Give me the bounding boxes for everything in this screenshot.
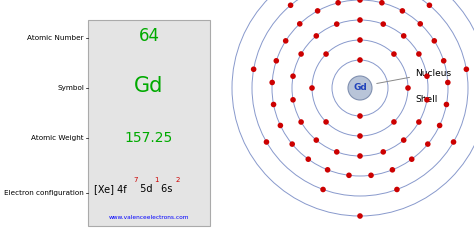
- Circle shape: [416, 119, 422, 125]
- Text: Gd: Gd: [134, 76, 164, 96]
- Circle shape: [357, 17, 363, 23]
- Text: 6s: 6s: [158, 184, 173, 194]
- Circle shape: [418, 21, 423, 27]
- Circle shape: [357, 153, 363, 159]
- Circle shape: [437, 123, 442, 128]
- Text: www.valenceelectrons.com: www.valenceelectrons.com: [109, 216, 189, 220]
- Circle shape: [288, 2, 293, 8]
- Circle shape: [290, 97, 296, 103]
- Circle shape: [379, 0, 385, 5]
- Circle shape: [357, 0, 363, 3]
- Circle shape: [357, 133, 363, 139]
- Circle shape: [315, 8, 320, 14]
- Circle shape: [298, 119, 304, 125]
- Circle shape: [424, 97, 430, 103]
- Circle shape: [391, 119, 397, 125]
- Circle shape: [251, 66, 256, 72]
- Circle shape: [313, 33, 319, 39]
- Circle shape: [464, 66, 469, 72]
- Circle shape: [427, 2, 432, 8]
- Circle shape: [298, 51, 304, 57]
- Circle shape: [425, 141, 430, 147]
- Circle shape: [401, 33, 407, 39]
- Circle shape: [391, 51, 397, 57]
- Circle shape: [357, 57, 363, 63]
- Circle shape: [390, 167, 395, 173]
- Circle shape: [334, 21, 339, 27]
- Text: 5d: 5d: [137, 184, 153, 194]
- Circle shape: [320, 187, 326, 192]
- Text: 7: 7: [134, 178, 138, 184]
- Circle shape: [290, 141, 295, 147]
- Circle shape: [416, 51, 422, 57]
- Text: 1: 1: [155, 178, 159, 184]
- Circle shape: [273, 58, 279, 63]
- Circle shape: [283, 38, 289, 44]
- Text: Symbol: Symbol: [57, 85, 84, 91]
- Text: 157.25: 157.25: [125, 131, 173, 145]
- Text: Atomic Weight: Atomic Weight: [31, 135, 84, 141]
- Circle shape: [401, 137, 407, 143]
- Circle shape: [451, 139, 456, 145]
- Circle shape: [441, 58, 447, 63]
- Circle shape: [431, 38, 437, 44]
- Text: Atomic Number: Atomic Number: [27, 35, 84, 41]
- Circle shape: [335, 0, 341, 5]
- Circle shape: [313, 137, 319, 143]
- Circle shape: [405, 85, 411, 91]
- Circle shape: [297, 21, 302, 27]
- Circle shape: [357, 213, 363, 219]
- Circle shape: [278, 123, 283, 128]
- Text: Electron: Electron: [0, 247, 1, 248]
- Circle shape: [269, 80, 275, 85]
- Circle shape: [334, 149, 339, 155]
- Circle shape: [271, 102, 276, 107]
- Text: Gd: Gd: [353, 84, 367, 93]
- Text: 64: 64: [138, 27, 159, 45]
- Circle shape: [264, 139, 269, 145]
- Circle shape: [346, 173, 352, 178]
- Text: 2: 2: [175, 178, 180, 184]
- Circle shape: [290, 73, 296, 79]
- Circle shape: [368, 173, 374, 178]
- Circle shape: [357, 113, 363, 119]
- Text: Nucleus: Nucleus: [377, 68, 451, 84]
- Text: Electron configuration: Electron configuration: [4, 190, 84, 196]
- Circle shape: [325, 167, 330, 173]
- Circle shape: [445, 80, 451, 85]
- Circle shape: [409, 156, 415, 162]
- Circle shape: [305, 156, 311, 162]
- Circle shape: [394, 187, 400, 192]
- Circle shape: [348, 76, 372, 100]
- Circle shape: [424, 73, 430, 79]
- Text: Shell: Shell: [415, 95, 438, 104]
- Circle shape: [323, 119, 329, 125]
- Circle shape: [309, 85, 315, 91]
- Circle shape: [381, 21, 386, 27]
- FancyBboxPatch shape: [88, 20, 210, 226]
- Text: [Xe] 4f: [Xe] 4f: [94, 184, 127, 194]
- Circle shape: [444, 102, 449, 107]
- Circle shape: [323, 51, 329, 57]
- Circle shape: [400, 8, 405, 14]
- Circle shape: [381, 149, 386, 155]
- Circle shape: [357, 37, 363, 43]
